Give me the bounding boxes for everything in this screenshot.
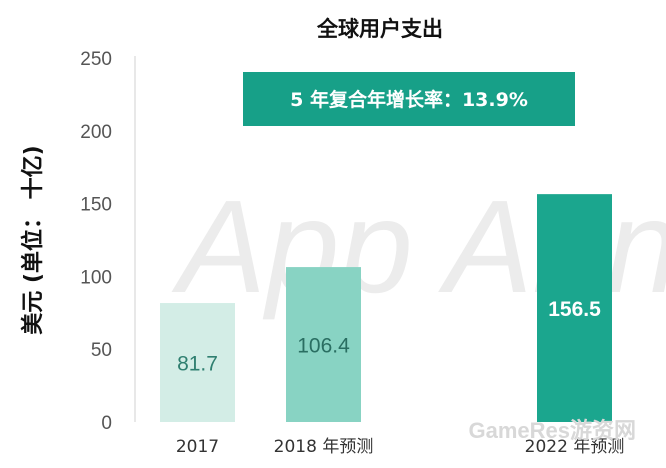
x-tick-label: 2022 年预测 bbox=[525, 437, 625, 457]
cagr-badge bbox=[243, 72, 575, 126]
x-tick-label: 2017 bbox=[176, 437, 219, 457]
y-tick-label: 200 bbox=[80, 122, 112, 143]
x-tick-label: 2018 年预测 bbox=[274, 437, 374, 457]
y-tick-label: 150 bbox=[80, 195, 112, 216]
y-tick-label: 0 bbox=[101, 413, 112, 434]
bar-2 bbox=[286, 267, 361, 422]
gameres-watermark: GameRes游资网 bbox=[468, 418, 636, 443]
chart-title: 全球用户支出 bbox=[316, 17, 443, 41]
cagr-badge-text: 5 年复合年增长率：13.9% bbox=[290, 88, 528, 111]
data-label: 156.5 bbox=[548, 298, 601, 321]
bar-3 bbox=[537, 194, 612, 422]
y-tick-label: 50 bbox=[91, 340, 112, 361]
data-labels: 81.7 106.4 156.5 bbox=[177, 298, 601, 375]
data-label: 81.7 bbox=[177, 353, 218, 376]
bar-1 bbox=[160, 303, 235, 422]
x-ticks: 2017 2018 年预测 2022 年预测 bbox=[176, 437, 624, 457]
y-ticks: 0 50 100 150 200 250 bbox=[80, 49, 112, 434]
y-axis-label: 美元 (单位： 十亿) bbox=[20, 145, 46, 334]
y-tick-label: 100 bbox=[80, 267, 112, 288]
bars bbox=[160, 194, 612, 422]
y-tick-label: 250 bbox=[80, 49, 112, 70]
data-label: 106.4 bbox=[297, 335, 350, 358]
